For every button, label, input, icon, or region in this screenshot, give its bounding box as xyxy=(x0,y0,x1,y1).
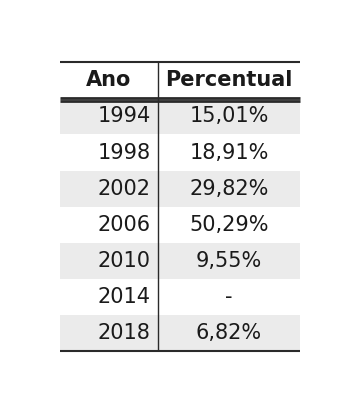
Bar xyxy=(61,170,301,207)
Text: 2006: 2006 xyxy=(98,215,151,235)
Text: Percentual: Percentual xyxy=(165,71,293,90)
Text: Ano: Ano xyxy=(86,71,132,90)
Text: 2014: 2014 xyxy=(98,287,151,307)
Bar xyxy=(61,135,301,170)
Text: 50,29%: 50,29% xyxy=(189,215,269,235)
Bar xyxy=(61,62,301,98)
Text: 2010: 2010 xyxy=(98,251,151,271)
Bar xyxy=(61,243,301,279)
Bar xyxy=(61,315,301,351)
Bar xyxy=(61,279,301,315)
Text: 2002: 2002 xyxy=(98,179,151,199)
Text: 9,55%: 9,55% xyxy=(196,251,262,271)
Text: 1994: 1994 xyxy=(98,106,151,127)
Text: 29,82%: 29,82% xyxy=(189,179,269,199)
Text: 1998: 1998 xyxy=(98,143,151,162)
Text: 15,01%: 15,01% xyxy=(189,106,269,127)
Text: 18,91%: 18,91% xyxy=(189,143,269,162)
Text: 6,82%: 6,82% xyxy=(196,323,262,343)
Bar xyxy=(61,98,301,135)
Bar xyxy=(61,207,301,243)
Text: 2018: 2018 xyxy=(98,323,151,343)
Text: -: - xyxy=(225,287,233,307)
